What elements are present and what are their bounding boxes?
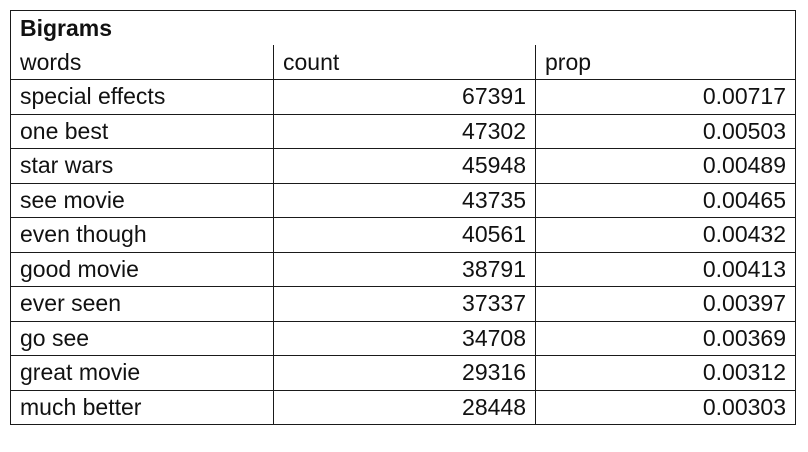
table-title: Bigrams	[10, 10, 796, 45]
cell-words: ever seen	[10, 286, 274, 322]
cell-prop: 0.00303	[535, 389, 796, 425]
column-header-words: words	[10, 45, 274, 80]
table-row: great movie 29316 0.00312	[10, 355, 796, 391]
column-header-prop: prop	[535, 45, 796, 80]
table-row: ever seen 37337 0.00397	[10, 286, 796, 322]
cell-words: go see	[10, 320, 274, 356]
cell-count: 34708	[273, 320, 536, 356]
cell-prop: 0.00489	[535, 148, 796, 184]
column-header-count: count	[273, 45, 536, 80]
cell-prop: 0.00465	[535, 182, 796, 218]
cell-count: 40561	[273, 217, 536, 253]
table-row: go see 34708 0.00369	[10, 320, 796, 356]
table-row: star wars 45948 0.00489	[10, 148, 796, 184]
cell-prop: 0.00312	[535, 355, 796, 391]
cell-prop: 0.00503	[535, 113, 796, 149]
cell-words: great movie	[10, 355, 274, 391]
cell-prop: 0.00369	[535, 320, 796, 356]
cell-words: see movie	[10, 182, 274, 218]
cell-words: even though	[10, 217, 274, 253]
cell-count: 45948	[273, 148, 536, 184]
table-row: special effects 67391 0.00717	[10, 79, 796, 115]
bigrams-table-container: Bigrams words count prop special effects…	[10, 10, 796, 425]
table-row: one best 47302 0.00503	[10, 113, 796, 149]
cell-count: 67391	[273, 79, 536, 115]
cell-count: 43735	[273, 182, 536, 218]
bigrams-table: Bigrams words count prop special effects…	[10, 10, 796, 425]
cell-prop: 0.00432	[535, 217, 796, 253]
table-row: see movie 43735 0.00465	[10, 182, 796, 218]
header-row: words count prop	[10, 45, 796, 80]
cell-count: 37337	[273, 286, 536, 322]
cell-prop: 0.00717	[535, 79, 796, 115]
cell-prop: 0.00397	[535, 286, 796, 322]
cell-words: star wars	[10, 148, 274, 184]
cell-words: one best	[10, 113, 274, 149]
cell-count: 29316	[273, 355, 536, 391]
cell-words: good movie	[10, 251, 274, 287]
cell-words: special effects	[10, 79, 274, 115]
table-row: good movie 38791 0.00413	[10, 251, 796, 287]
cell-count: 47302	[273, 113, 536, 149]
cell-count: 28448	[273, 389, 536, 425]
table-row: even though 40561 0.00432	[10, 217, 796, 253]
title-row: Bigrams	[10, 10, 796, 45]
cell-words: much better	[10, 389, 274, 425]
table-row: much better 28448 0.00303	[10, 389, 796, 425]
cell-count: 38791	[273, 251, 536, 287]
cell-prop: 0.00413	[535, 251, 796, 287]
